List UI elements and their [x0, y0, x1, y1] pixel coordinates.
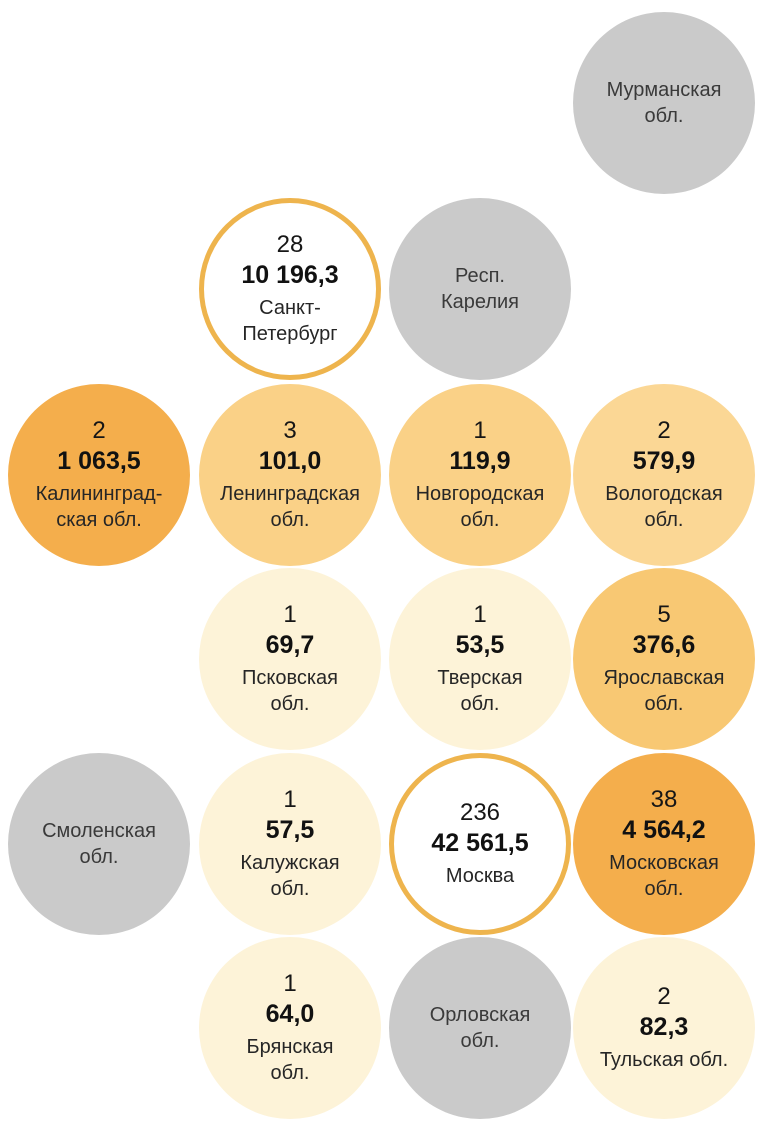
region-label: Орловская обл. [429, 1004, 531, 1052]
region-label: Ярославская обл. [603, 667, 725, 716]
region-label: Москва [445, 865, 515, 888]
region-label: Тверская обл. [437, 667, 523, 716]
region-label: Тульская обл. [599, 1049, 729, 1072]
region-label: Вологодская обл. [605, 483, 723, 532]
region-value: 101,0 [258, 447, 322, 476]
region-bubble-kareliya: Респ. Карелия [389, 198, 571, 380]
region-bubble-kaliningradskaya: 2 1 063,5 Калининград- ская обл. [8, 384, 190, 566]
region-value: 119,9 [449, 447, 511, 476]
region-count: 5 [657, 600, 671, 628]
region-value: 376,6 [632, 631, 696, 660]
region-value: 4 564,2 [622, 816, 706, 845]
region-label: Ленинградская обл. [220, 483, 360, 532]
region-bubble-tulskaya: 2 82,3 Тульская обл. [573, 937, 755, 1119]
region-bubble-leningradskaya: 3 101,0 Ленинградская обл. [199, 384, 381, 566]
region-count: 2 [657, 982, 671, 1010]
region-bubble-vologodskaya: 2 579,9 Вологодская обл. [573, 384, 755, 566]
region-count: 2 [657, 416, 671, 444]
region-bubble-moskovskaya: 38 4 564,2 Московская обл. [573, 753, 755, 935]
region-label: Смоленская обл. [42, 820, 156, 868]
region-label: Брянская обл. [246, 1036, 334, 1085]
region-label: Калининград- ская обл. [35, 483, 163, 532]
region-label: Респ. Карелия [440, 265, 520, 313]
region-bubble-sankt-peterburg: 28 10 196,3 Санкт- Петербург [199, 198, 381, 380]
region-value: 57,5 [265, 816, 315, 845]
region-label: Московская обл. [609, 852, 719, 901]
region-label: Калужская обл. [240, 852, 340, 901]
region-bubble-pskovskaya: 1 69,7 Псковская обл. [199, 568, 381, 750]
region-label: Псковская обл. [241, 667, 338, 716]
region-value: 42 561,5 [431, 829, 529, 858]
region-count: 28 [276, 230, 304, 258]
region-label: Санкт- Петербург [242, 297, 338, 346]
region-bubble-smolenskaya: Смоленская обл. [8, 753, 190, 935]
region-bubble-novgorodskaya: 1 119,9 Новгородская обл. [389, 384, 571, 566]
region-count: 1 [283, 969, 297, 997]
region-bubble-orlovskaya: Орловская обл. [389, 937, 571, 1119]
region-count: 3 [283, 416, 297, 444]
region-label: Новгородская обл. [415, 483, 545, 532]
region-value: 69,7 [265, 631, 315, 660]
region-label: Мурманская обл. [606, 79, 722, 127]
region-value: 64,0 [265, 1000, 315, 1029]
region-count: 2 [92, 416, 106, 444]
region-value: 579,9 [632, 447, 696, 476]
region-count: 236 [459, 798, 501, 826]
region-count: 1 [283, 600, 297, 628]
region-count: 1 [473, 416, 487, 444]
region-count: 1 [473, 600, 487, 628]
region-bubble-bryanskaya: 1 64,0 Брянская обл. [199, 937, 381, 1119]
region-bubble-tverskaya: 1 53,5 Тверская обл. [389, 568, 571, 750]
region-bubble-kaluzhskaya: 1 57,5 Калужская обл. [199, 753, 381, 935]
region-value: 1 063,5 [57, 447, 141, 476]
region-count: 1 [283, 785, 297, 813]
region-value: 10 196,3 [241, 261, 339, 290]
region-count: 38 [650, 785, 678, 813]
region-bubble-murmanskaya: Мурманская обл. [573, 12, 755, 194]
region-value: 53,5 [455, 631, 505, 660]
region-bubble-yaroslavskaya: 5 376,6 Ярославская обл. [573, 568, 755, 750]
region-bubble-moskva: 236 42 561,5 Москва [389, 753, 571, 935]
region-value: 82,3 [639, 1013, 689, 1042]
